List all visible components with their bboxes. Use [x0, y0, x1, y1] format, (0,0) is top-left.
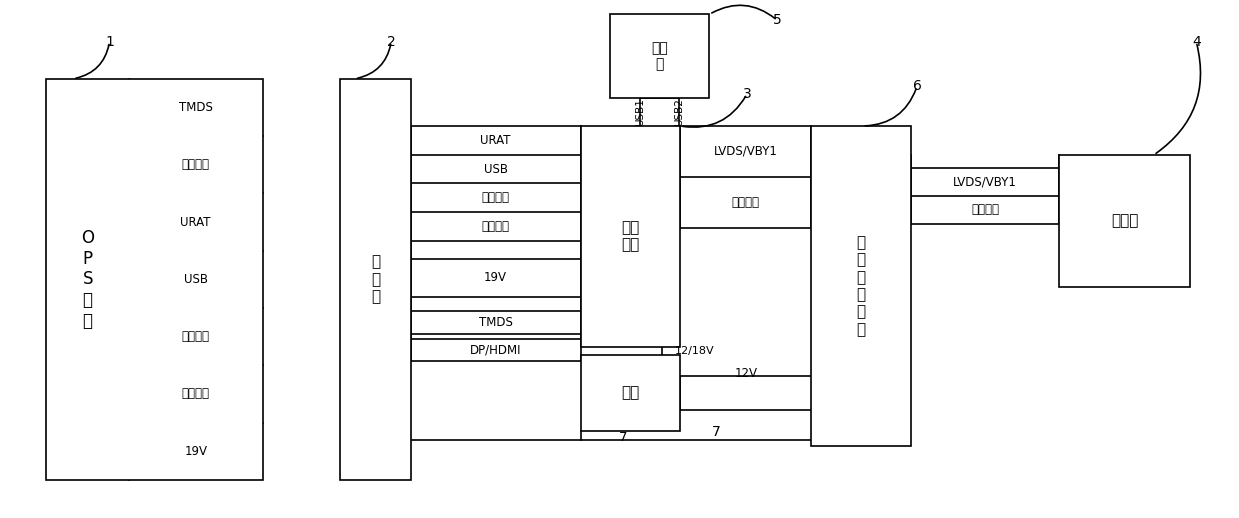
- Text: 显示接口: 显示接口: [182, 158, 209, 171]
- Bar: [46, 79, 263, 480]
- Text: 控制信号: 控制信号: [482, 191, 509, 204]
- Text: 接
口
板: 接 口 板: [370, 254, 380, 304]
- Text: 2: 2: [387, 35, 395, 49]
- Text: URAT: URAT: [181, 215, 211, 228]
- Text: 音频信号: 音频信号: [482, 220, 509, 233]
- Bar: [610, 15, 710, 98]
- Text: 3: 3: [742, 87, 751, 101]
- Bar: [581, 126, 680, 347]
- Text: 5: 5: [773, 13, 782, 27]
- Text: 12V: 12V: [735, 367, 757, 380]
- Text: 12/18V: 12/18V: [674, 346, 714, 356]
- Text: USB2: USB2: [674, 98, 684, 126]
- Text: 7: 7: [712, 425, 721, 439]
- Text: URAT: URAT: [481, 134, 510, 147]
- Text: 电视
模块: 电视 模块: [621, 220, 639, 253]
- Text: 控制信号: 控制信号: [182, 330, 209, 343]
- Text: DP/HDMI: DP/HDMI: [470, 343, 522, 356]
- Text: 信
号
转
换
模
块: 信 号 转 换 模 块: [856, 235, 866, 337]
- Text: 触控
框: 触控 框: [652, 41, 668, 71]
- Text: O
P
S
模
块: O P S 模 块: [82, 229, 94, 330]
- Text: 控制信号: 控制信号: [732, 196, 760, 209]
- Text: USB1: USB1: [634, 98, 644, 126]
- Text: 19V: 19V: [484, 271, 507, 284]
- Text: 19V: 19V: [185, 444, 207, 458]
- Text: USB: USB: [183, 273, 208, 286]
- Text: 显示器: 显示器: [1111, 213, 1139, 228]
- Bar: [581, 355, 680, 430]
- Text: USB: USB: [483, 163, 508, 176]
- Bar: [812, 126, 911, 446]
- Text: 控制信号: 控制信号: [971, 203, 999, 216]
- Text: TMDS: TMDS: [178, 101, 213, 114]
- Text: 4: 4: [1192, 35, 1201, 49]
- Text: TMDS: TMDS: [478, 316, 513, 329]
- Text: LVDS/VBY1: LVDS/VBY1: [714, 145, 778, 158]
- Text: 1: 1: [105, 35, 114, 49]
- Text: 电源: 电源: [621, 385, 639, 400]
- Text: LVDS/VBY1: LVDS/VBY1: [953, 176, 1017, 189]
- Bar: [1059, 155, 1191, 287]
- Text: 6: 6: [913, 79, 922, 93]
- Text: 音频信号: 音频信号: [182, 387, 209, 400]
- Bar: [341, 79, 410, 480]
- Text: 7: 7: [620, 430, 627, 444]
